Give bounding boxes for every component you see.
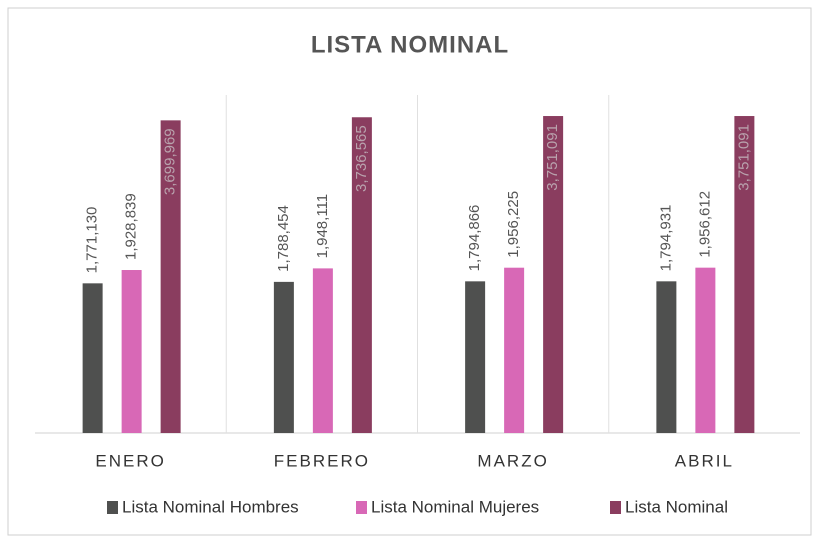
bar — [351, 117, 372, 433]
legend-swatch — [610, 501, 621, 514]
bar — [160, 120, 181, 433]
chart-frame — [7, 7, 812, 536]
x-tick-label: ENERO — [95, 451, 165, 470]
data-label: 3,736,565 — [353, 125, 370, 192]
bar — [465, 281, 486, 433]
data-label: 1,794,931 — [657, 205, 674, 272]
data-label: 1,928,839 — [123, 193, 140, 260]
bar — [121, 270, 142, 433]
bar — [82, 283, 103, 433]
bar — [734, 116, 755, 434]
bar — [504, 267, 525, 433]
bar — [273, 281, 294, 433]
data-label: 1,794,866 — [466, 205, 483, 272]
bar — [695, 267, 716, 433]
x-tick-label: ABRIL — [675, 451, 734, 470]
data-label: 1,956,225 — [505, 191, 522, 258]
x-tick-label: FEBRERO — [274, 451, 370, 470]
legend-label: Lista Nominal Mujeres — [371, 497, 539, 516]
chart-title: LISTA NOMINAL — [311, 31, 509, 58]
data-label: 1,771,130 — [84, 207, 101, 274]
data-label: 1,948,111 — [314, 194, 331, 259]
bar — [312, 268, 333, 433]
data-label: 3,699,969 — [162, 128, 179, 195]
data-label: 1,956,612 — [696, 191, 713, 258]
data-label: 1,788,454 — [275, 205, 292, 272]
legend-label: Lista Nominal — [625, 497, 728, 516]
legend-swatch — [107, 501, 118, 514]
bar — [656, 281, 677, 433]
legend-label: Lista Nominal Hombres — [122, 497, 299, 516]
data-label: 3,751,091 — [544, 124, 561, 191]
legend-swatch — [356, 501, 367, 514]
x-tick-label: MARZO — [477, 451, 548, 470]
data-label: 3,751,091 — [735, 124, 752, 191]
bar — [543, 116, 564, 434]
